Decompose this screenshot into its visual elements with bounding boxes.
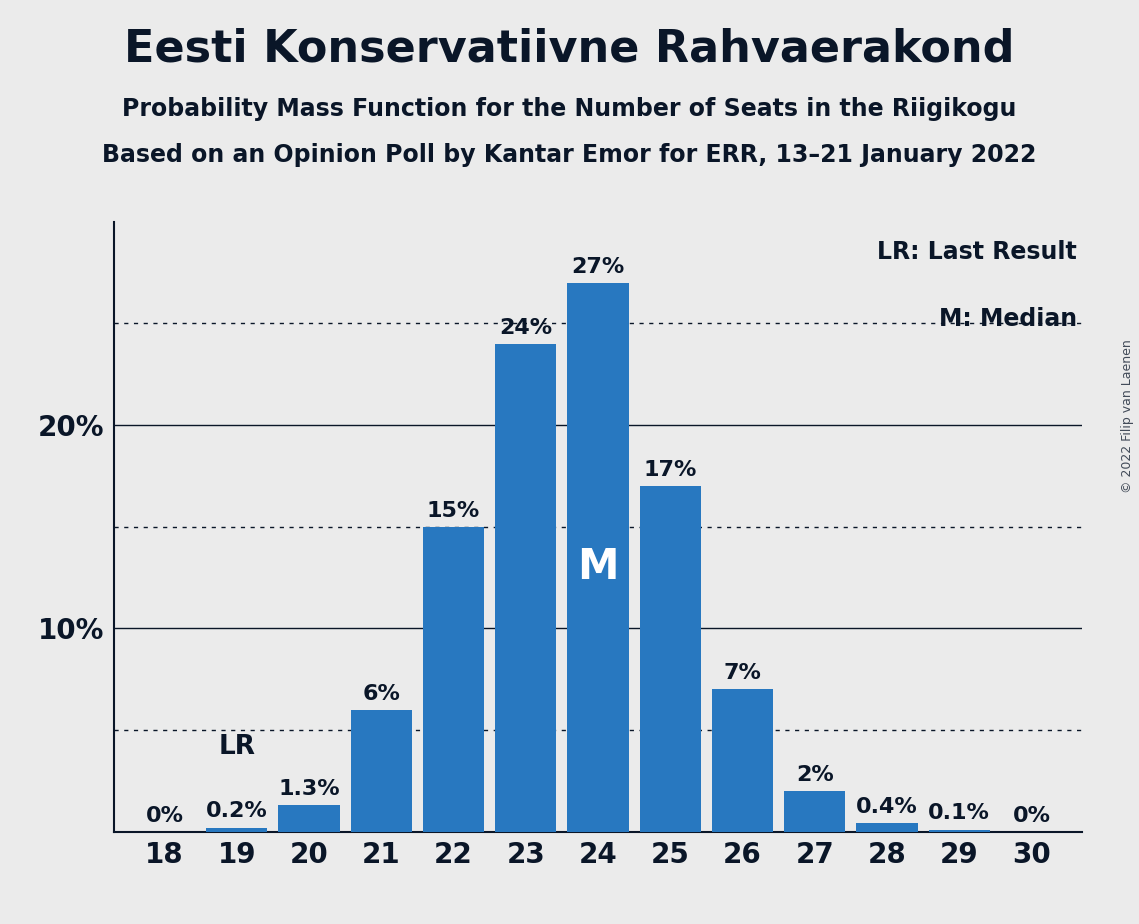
Bar bbox=[857, 823, 918, 832]
Bar bbox=[278, 805, 339, 832]
Text: 2%: 2% bbox=[796, 765, 834, 784]
Text: 0.1%: 0.1% bbox=[928, 804, 990, 823]
Text: 17%: 17% bbox=[644, 460, 697, 480]
Bar bbox=[784, 791, 845, 832]
Text: © 2022 Filip van Laenen: © 2022 Filip van Laenen bbox=[1121, 339, 1134, 492]
Text: 0.4%: 0.4% bbox=[857, 797, 918, 818]
Text: LR: LR bbox=[219, 735, 255, 760]
Bar bbox=[712, 689, 773, 832]
Bar bbox=[928, 830, 990, 832]
Text: Based on an Opinion Poll by Kantar Emor for ERR, 13–21 January 2022: Based on an Opinion Poll by Kantar Emor … bbox=[103, 143, 1036, 167]
Text: 0.2%: 0.2% bbox=[206, 801, 268, 821]
Text: M: Median: M: Median bbox=[939, 307, 1077, 331]
Bar bbox=[423, 527, 484, 832]
Text: 0%: 0% bbox=[146, 806, 183, 825]
Text: 0%: 0% bbox=[1013, 806, 1050, 825]
Text: 15%: 15% bbox=[427, 501, 481, 520]
Text: 27%: 27% bbox=[572, 257, 624, 276]
Text: 6%: 6% bbox=[362, 684, 400, 703]
Text: 7%: 7% bbox=[723, 663, 761, 683]
Text: Probability Mass Function for the Number of Seats in the Riigikogu: Probability Mass Function for the Number… bbox=[122, 97, 1017, 121]
Bar bbox=[495, 344, 557, 832]
Text: 1.3%: 1.3% bbox=[278, 779, 339, 799]
Bar bbox=[567, 283, 629, 832]
Text: LR: Last Result: LR: Last Result bbox=[877, 240, 1077, 264]
Bar bbox=[351, 710, 412, 832]
Bar bbox=[206, 828, 268, 832]
Text: M: M bbox=[577, 546, 618, 589]
Text: 24%: 24% bbox=[499, 318, 552, 337]
Bar bbox=[639, 486, 700, 832]
Text: Eesti Konservatiivne Rahvaerakond: Eesti Konservatiivne Rahvaerakond bbox=[124, 28, 1015, 71]
